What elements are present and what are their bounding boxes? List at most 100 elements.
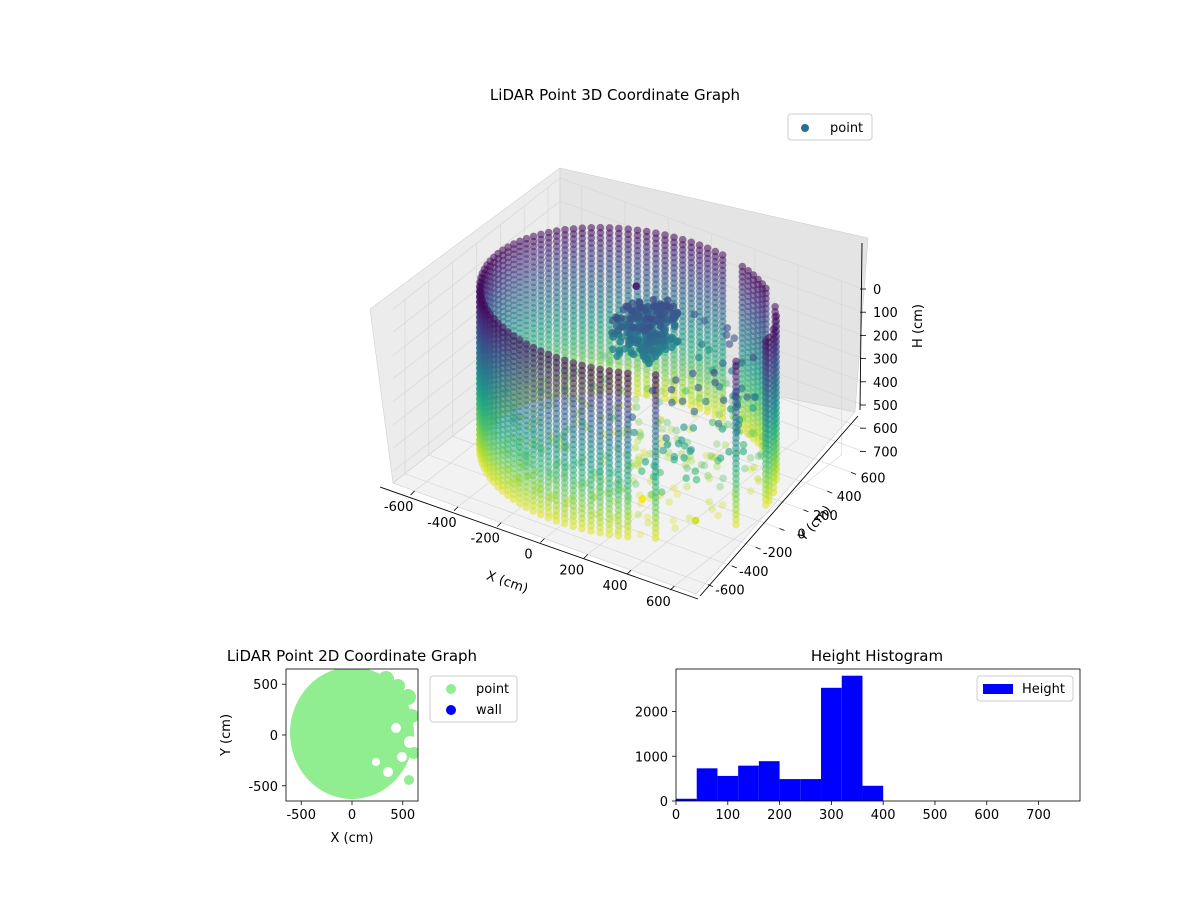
point-3d bbox=[691, 467, 700, 476]
point-3d bbox=[724, 420, 732, 429]
point-3d bbox=[691, 516, 700, 525]
point-3d bbox=[663, 418, 672, 427]
point-3d bbox=[652, 338, 661, 346]
point-3d bbox=[587, 527, 595, 535]
point-3d bbox=[646, 315, 655, 323]
grid-line-x bbox=[630, 265, 799, 571]
z-tick-label: 700 bbox=[873, 445, 898, 460]
point-3d bbox=[732, 469, 740, 478]
point-3d bbox=[629, 350, 638, 359]
point-3d bbox=[705, 498, 714, 506]
point-cloud bbox=[475, 223, 781, 542]
x-tick-label: -600 bbox=[384, 500, 414, 515]
hist-y-tick-label: 1000 bbox=[635, 750, 668, 765]
plot-2d-area bbox=[290, 669, 418, 799]
y-tick-label: -600 bbox=[715, 584, 745, 599]
point-3d bbox=[636, 432, 644, 441]
point-3d bbox=[738, 283, 747, 291]
point-3d bbox=[629, 477, 638, 485]
y-axis-line bbox=[699, 415, 859, 597]
point-3d bbox=[614, 460, 623, 469]
hist-x-tick-label: 200 bbox=[767, 808, 792, 823]
point-3d bbox=[746, 454, 755, 462]
point-3d bbox=[657, 387, 666, 396]
point-3d bbox=[725, 447, 733, 456]
point-3d bbox=[536, 510, 545, 519]
point-3d bbox=[652, 260, 660, 268]
x-tick-mark bbox=[670, 585, 675, 591]
legend-2d-label-wall: wall bbox=[476, 703, 502, 718]
point-3d bbox=[682, 474, 690, 483]
point-3d bbox=[650, 302, 658, 310]
legend-3d: point bbox=[787, 113, 873, 141]
histogram-title: Height Histogram bbox=[811, 647, 943, 665]
point-3d bbox=[605, 239, 614, 247]
legend-histogram: Height bbox=[976, 675, 1074, 702]
point-3d bbox=[522, 503, 531, 512]
point-3d bbox=[627, 335, 636, 344]
point-3d bbox=[750, 463, 758, 472]
point-3d bbox=[722, 379, 731, 388]
point-3d bbox=[661, 394, 669, 403]
point-3d bbox=[738, 358, 746, 366]
x-tick-label: 400 bbox=[603, 579, 628, 594]
x-tick-mark bbox=[626, 569, 632, 575]
histogram-bar bbox=[841, 675, 863, 801]
point-3d bbox=[630, 428, 638, 437]
point-3d bbox=[636, 491, 644, 500]
point-3d bbox=[687, 446, 695, 454]
hist-x-tick-label: 100 bbox=[715, 808, 740, 823]
point-3d bbox=[615, 346, 624, 355]
hist-x-tick-label: 300 bbox=[819, 808, 844, 823]
point-3d bbox=[719, 359, 727, 368]
hist-x-tick-label: 500 bbox=[923, 808, 948, 823]
point-3d bbox=[689, 424, 698, 432]
y-tick-label-2d: -500 bbox=[248, 780, 278, 795]
chart-3d-title: LiDAR Point 3D Coordinate Graph bbox=[490, 86, 740, 104]
point-3d bbox=[596, 234, 605, 242]
hist-x-tick-label: 0 bbox=[672, 808, 680, 823]
point-3d bbox=[718, 501, 727, 509]
points-2d-disc bbox=[290, 669, 414, 799]
point-3d bbox=[609, 333, 617, 341]
z-tick-label: 300 bbox=[873, 353, 898, 368]
point-3d bbox=[605, 515, 614, 523]
point-3d bbox=[638, 495, 647, 503]
point-3d bbox=[663, 441, 672, 449]
point-3d bbox=[638, 467, 646, 476]
point-3d bbox=[632, 403, 641, 411]
point-3d bbox=[739, 447, 748, 456]
point-3d bbox=[643, 513, 652, 521]
point-3d bbox=[628, 299, 637, 307]
x-tick-label: 0 bbox=[524, 548, 532, 563]
y-tick-mark bbox=[779, 528, 785, 531]
y-tick-label: 600 bbox=[861, 471, 886, 486]
point-3d bbox=[665, 498, 674, 506]
point-3d bbox=[658, 425, 667, 433]
point-3d bbox=[634, 336, 642, 345]
point-3d bbox=[596, 528, 604, 537]
point-3d bbox=[605, 530, 614, 539]
point-3d bbox=[522, 442, 531, 450]
legend-histogram-label: Height bbox=[1022, 682, 1065, 697]
point-3d bbox=[636, 530, 645, 539]
point-3d bbox=[755, 477, 763, 485]
y-axis-label-2d: Y (cm) bbox=[219, 714, 234, 757]
point-3d bbox=[569, 440, 578, 449]
point-3d bbox=[730, 334, 738, 343]
point-3d bbox=[670, 452, 679, 461]
point-3d bbox=[529, 461, 538, 469]
histogram-bar bbox=[800, 779, 822, 801]
point-3d bbox=[634, 461, 642, 470]
histogram-bar bbox=[779, 779, 801, 801]
y-tick-label-2d: 0 bbox=[270, 729, 278, 744]
histogram-bar bbox=[862, 785, 884, 801]
point-3d bbox=[672, 376, 680, 384]
point-3d bbox=[690, 310, 699, 319]
point-3d bbox=[613, 352, 621, 361]
point-3d bbox=[634, 453, 643, 462]
grid-line-x bbox=[674, 281, 842, 587]
point-3d bbox=[560, 519, 569, 528]
x-tick-label: -200 bbox=[470, 532, 500, 547]
legend-2d-marker-point bbox=[446, 684, 456, 694]
